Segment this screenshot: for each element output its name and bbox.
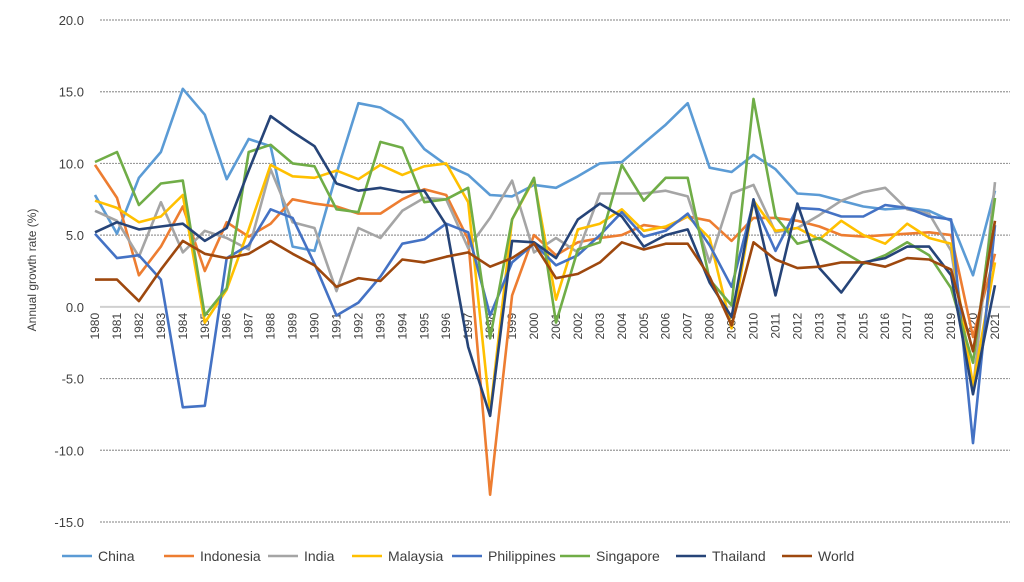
x-tick-label: 1993 <box>373 313 387 340</box>
x-tick-label: 2019 <box>944 313 958 340</box>
x-tick-label: 2003 <box>593 313 607 340</box>
legend-item-china: China <box>62 548 135 564</box>
y-tick-label: 10.0 <box>59 156 84 171</box>
x-tick-label: 2013 <box>812 313 826 340</box>
x-tick-label: 2015 <box>856 313 870 340</box>
x-tick-label: 2007 <box>681 313 695 340</box>
x-tick-label: 2004 <box>615 313 629 340</box>
x-tick-label: 1992 <box>351 313 365 340</box>
x-tick-label: 2010 <box>747 313 761 340</box>
legend-label: Singapore <box>596 548 660 564</box>
legend: China Indonesia India Malaysia Philippines Si… <box>62 548 854 564</box>
legend-label: World <box>818 548 854 564</box>
y-tick-labels: 20.0 15.0 10.0 5.0 0.0 -5.0 -10.0 -15.0 <box>54 13 84 530</box>
x-tick-label: 1981 <box>110 313 124 340</box>
legend-item-india: India <box>268 548 335 564</box>
x-tick-label: 2016 <box>878 313 892 340</box>
x-tick-label: 2002 <box>571 313 585 340</box>
x-tick-label: 1990 <box>308 313 322 340</box>
x-tick-label: 1987 <box>242 313 256 340</box>
y-tick-label: 20.0 <box>59 13 84 28</box>
legend-label: Philippines <box>488 548 556 564</box>
legend-item-philippines: Philippines <box>452 548 556 564</box>
series-lines <box>93 87 997 497</box>
x-tick-label: 1982 <box>132 313 146 340</box>
legend-item-malaysia: Malaysia <box>352 548 443 564</box>
x-tick-label: 1980 <box>88 313 102 340</box>
x-tick-label: 1995 <box>417 313 431 340</box>
series-line-thailand <box>94 114 997 418</box>
y-tick-label: 0.0 <box>66 300 84 315</box>
x-tick-label: 1988 <box>264 313 278 340</box>
x-tick-label: 2017 <box>900 313 914 340</box>
x-tick-label: 1994 <box>395 313 409 340</box>
x-tick-label: 2006 <box>659 313 673 340</box>
y-tick-label: -5.0 <box>62 372 84 387</box>
x-tick-label: 1983 <box>154 313 168 340</box>
x-tick-label: 2018 <box>922 313 936 340</box>
x-tick-label: 2012 <box>790 313 804 340</box>
y-axis-label: Annual growth rate (%) <box>25 209 39 332</box>
legend-label: Malaysia <box>388 548 443 564</box>
y-tick-label: 15.0 <box>59 85 84 100</box>
legend-item-singapore: Singapore <box>560 548 660 564</box>
x-tick-label: 2001 <box>549 313 563 340</box>
x-tick-labels: 1980 1981 1982 1983 1984 1985 1986 1987 1988 1989… <box>88 313 1002 340</box>
x-tick-label: 2011 <box>768 313 782 339</box>
x-tick-label: 2014 <box>834 313 848 340</box>
x-tick-label: 1991 <box>329 313 343 340</box>
legend-item-thailand: Thailand <box>676 548 766 564</box>
gridlines <box>100 19 1010 523</box>
x-tick-label: 1989 <box>286 313 300 340</box>
legend-label: Thailand <box>712 548 766 564</box>
legend-item-indonesia: Indonesia <box>164 548 261 564</box>
legend-item-world: World <box>782 548 854 564</box>
x-tick-label: 1986 <box>220 313 234 340</box>
x-tick-label: 2008 <box>703 313 717 340</box>
legend-label: China <box>98 548 135 564</box>
y-tick-label: -15.0 <box>54 515 84 530</box>
x-tick-label: 2021 <box>988 313 1002 340</box>
x-tick-label: 2005 <box>637 313 651 340</box>
y-tick-label: -10.0 <box>54 443 84 458</box>
x-tick-label: 2000 <box>527 313 541 340</box>
y-tick-label: 5.0 <box>66 228 84 243</box>
series-line-china <box>93 87 997 277</box>
series-line-world <box>95 220 997 353</box>
legend-label: India <box>304 548 335 564</box>
x-tick-label: 1984 <box>176 313 190 340</box>
series-line-malaysia <box>94 162 997 415</box>
legend-label: Indonesia <box>200 548 261 564</box>
x-tick-label: 1996 <box>439 313 453 340</box>
